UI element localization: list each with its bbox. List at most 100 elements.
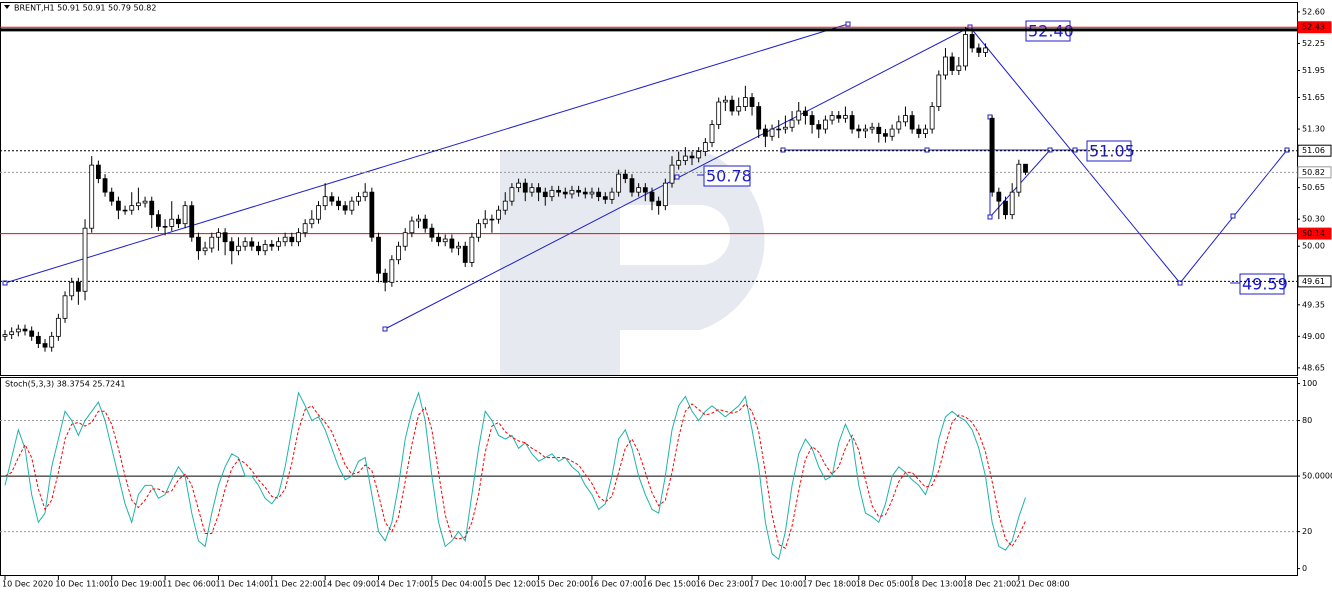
candle-body <box>422 218 428 229</box>
annotation: 51.05 <box>1089 142 1135 161</box>
candle-body <box>883 133 888 137</box>
candle-body <box>176 218 181 225</box>
candle-body <box>696 151 702 159</box>
candle-body <box>642 187 648 193</box>
candle-body <box>956 65 962 71</box>
candle-body <box>95 164 101 180</box>
candle-body <box>409 220 415 234</box>
candle-body <box>762 128 768 137</box>
candle-body <box>569 189 575 195</box>
candle-body <box>622 173 628 180</box>
candle-body <box>876 126 882 134</box>
x-tick-label: 15 Dec 04:00 <box>429 580 483 589</box>
candle-body <box>976 47 982 53</box>
candle-body <box>416 218 421 222</box>
x-tick-label: 15 Dec 12:00 <box>482 580 536 589</box>
candle-body <box>216 232 221 238</box>
x-tick-label: 10 Dec 19:00 <box>109 580 163 589</box>
candle-body <box>602 196 608 200</box>
candle-body <box>476 223 481 238</box>
main-frame <box>0 2 1298 376</box>
y-tick-label: 50.65 <box>1302 183 1325 192</box>
level-label-box <box>1297 275 1332 288</box>
candle-body <box>376 236 381 274</box>
candle-body <box>249 241 255 247</box>
candle-body <box>722 99 728 103</box>
candle-body <box>863 128 868 132</box>
candle-body <box>42 343 48 348</box>
candle-body <box>75 281 81 292</box>
candle-body <box>342 205 348 211</box>
candle-body <box>816 124 822 130</box>
level-label: 51.06 <box>1302 146 1325 155</box>
x-tick-label: 11 Dec 22:00 <box>269 580 323 589</box>
candle-body <box>329 196 335 202</box>
x-tick-label: 15 Dec 20:00 <box>536 580 590 589</box>
candle-body <box>302 223 308 234</box>
x-tick-label: 14 Dec 17:00 <box>376 580 430 589</box>
candle-body <box>309 218 315 225</box>
candle-body <box>923 128 928 134</box>
level-label-box <box>1297 144 1332 157</box>
candle-body <box>162 225 168 228</box>
candle-body <box>702 142 708 152</box>
y-tick-label: 51.30 <box>1302 125 1325 134</box>
candle-body <box>909 115 915 130</box>
candle-body <box>389 259 395 283</box>
candle-body <box>836 115 842 119</box>
candle-body <box>296 232 301 243</box>
candle-body <box>823 119 828 130</box>
x-tick-label: 16 Dec 15:00 <box>642 580 696 589</box>
candle-body <box>983 47 988 53</box>
candle-body <box>69 281 75 297</box>
candle-body <box>256 245 261 252</box>
candle-body <box>929 106 935 130</box>
candle-body <box>369 191 375 238</box>
chart-title: BRENT,H1 50.91 50.91 50.79 50.82 <box>14 4 156 13</box>
candle-body <box>576 189 582 193</box>
candle-body <box>2 334 8 337</box>
y-tick-label: 50.30 <box>1302 215 1325 224</box>
level-label: 50.82 <box>1302 168 1325 177</box>
candle-body <box>749 97 755 107</box>
candle-body <box>396 245 401 261</box>
candle-body <box>669 164 675 184</box>
x-tick-label: 21 Dec 08:00 <box>1016 580 1070 589</box>
candle-body <box>769 128 775 137</box>
y-tick-label: 50.0000 <box>1302 472 1332 481</box>
y-tick-label: 100 <box>1302 379 1317 388</box>
candle-body <box>829 115 835 121</box>
y-tick-label: 51.65 <box>1302 93 1325 102</box>
candle-body <box>896 121 902 130</box>
candle-body <box>869 126 875 130</box>
candle-body <box>509 187 515 202</box>
candle-body <box>35 335 41 344</box>
candle-body <box>662 182 668 207</box>
candle-body <box>135 202 141 207</box>
candle-body <box>522 182 528 193</box>
x-tick-label: 10 Dec 2020 <box>2 580 53 589</box>
x-tick-label: 18 Dec 05:00 <box>856 580 910 589</box>
candle-body <box>729 99 735 112</box>
x-tick-label: 18 Dec 21:00 <box>962 580 1016 589</box>
level-label-box <box>1297 21 1332 34</box>
candle-body <box>429 227 435 238</box>
stoch-line <box>4 391 1026 561</box>
candle-body <box>916 128 922 134</box>
candle-body <box>262 244 268 252</box>
candle-body <box>156 214 161 227</box>
candle-body <box>482 218 488 225</box>
candle-body <box>996 191 1002 202</box>
x-tick-label: 16 Dec 07:00 <box>589 580 643 589</box>
x-tick-label: 14 Dec 09:00 <box>322 580 376 589</box>
candle-body <box>462 245 468 263</box>
candle-body <box>736 106 742 112</box>
candle-body <box>756 106 762 130</box>
candle-body <box>196 236 201 252</box>
candle-body <box>236 245 241 252</box>
candle-body <box>682 155 688 162</box>
candle-body <box>469 236 475 263</box>
level-label-box <box>1297 227 1332 240</box>
candle-body <box>616 173 622 193</box>
candle-body <box>589 191 595 195</box>
